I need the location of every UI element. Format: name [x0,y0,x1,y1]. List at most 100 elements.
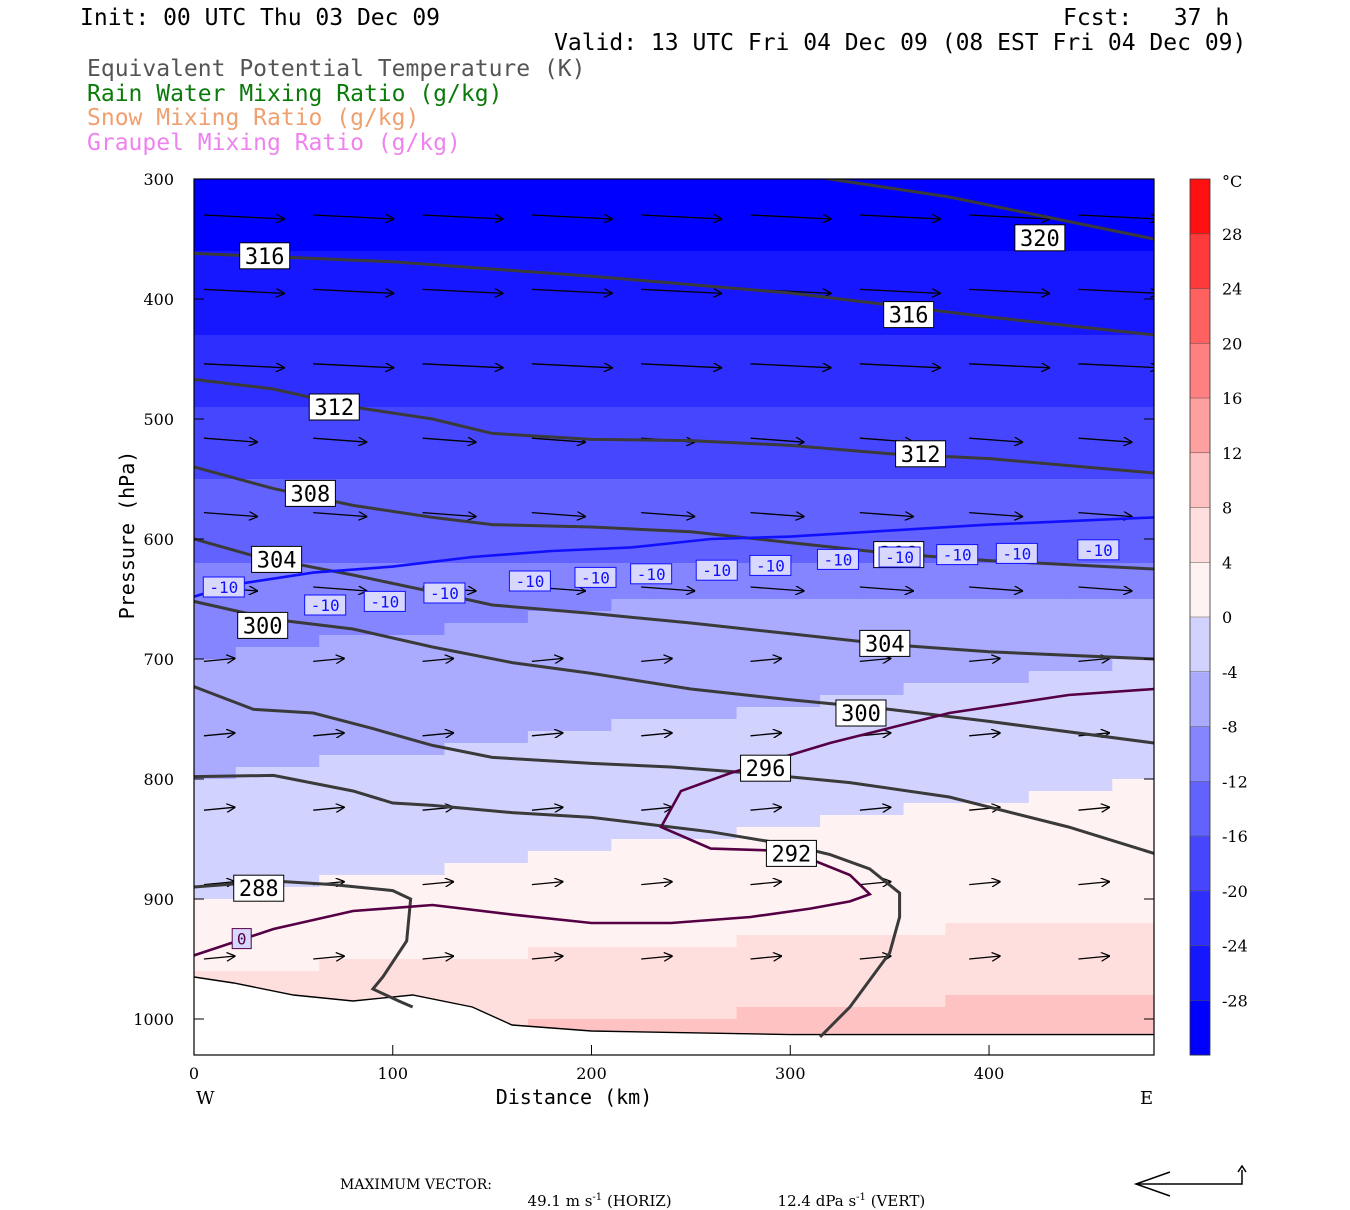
temperature-cell [569,179,612,192]
temperature-cell [277,287,320,300]
temperature-cell [653,239,696,252]
isotherm-label-text: -10 [370,592,399,611]
temperature-cell [694,1007,738,1020]
terrain-mask [194,977,1154,1055]
temperature-cell [360,647,404,660]
temperature-cell [778,947,821,960]
temperature-cell [778,467,821,480]
y-tick-label: 700 [143,650,174,669]
temperature-cell [736,995,779,1008]
temperature-cell [736,467,779,480]
temperature-cell [987,707,1030,720]
temperature-cell [903,491,946,504]
temperature-cell [486,635,529,648]
temperature-cell [778,587,821,600]
temperature-cell [319,383,362,396]
theta-e-label-text: 300 [841,702,881,727]
temperature-cell [527,959,571,972]
temperature-cell [1070,659,1113,672]
colorbar-band [1190,781,1210,837]
temperature-cell [194,263,237,276]
temperature-cell [1070,791,1113,804]
temperature-cell [486,815,529,828]
temperature-cell [653,959,696,972]
wind-vector [969,513,1023,517]
temperature-cell [235,227,278,240]
temperature-cell [653,863,696,876]
init-time: Init: 00 UTC Thu 03 Dec 09 [80,5,441,31]
temperature-cell [1112,299,1154,312]
temperature-cell [444,335,487,348]
temperature-cell [569,1007,612,1020]
temperature-cell [319,347,362,360]
temperature-cell [611,635,654,648]
wind-vector [641,364,722,368]
temperature-cell [1028,311,1072,324]
temperature-cell [486,647,529,660]
temperature-cell [1028,347,1072,360]
temperature-cell [653,215,696,228]
temperature-cell [694,719,738,732]
temperature-cell [903,203,946,216]
temperature-cell [1028,779,1072,792]
temperature-cell [903,407,946,420]
temperature-cell [1028,707,1072,720]
temperature-cell [945,983,988,996]
temperature-cell [736,815,779,828]
temperature-cell [402,827,445,840]
temperature-cell [694,995,738,1008]
temperature-cell [736,359,779,372]
temperature-cell [694,455,738,468]
temperature-cell [903,899,946,912]
temperature-cell [945,527,988,540]
temperature-cell [653,455,696,468]
temperature-cell [277,959,320,972]
temperature-cell [402,767,445,780]
temperature-cell [987,527,1030,540]
temperature-cell [194,683,237,696]
y-tick-label: 1000 [133,1010,174,1029]
temperature-cell [653,875,696,888]
temperature-cell [778,887,821,900]
temperature-cell [194,563,237,576]
temperature-cell [694,359,738,372]
isotherm-label-text: -10 [311,596,340,615]
temperature-cell [277,767,320,780]
temperature-cell [319,191,362,204]
temperature-cell [277,647,320,660]
temperature-cell [903,347,946,360]
temperature-cell [694,755,738,768]
temperature-cell [444,287,487,300]
theta-e-line-296 [194,685,1154,855]
temperature-cell [1112,791,1154,804]
wind-vector [859,658,892,661]
temperature-cell [611,887,654,900]
temperature-cell [444,179,487,192]
wind-vector [313,587,367,591]
temperature-cell [778,875,821,888]
temperature-cell [1112,371,1154,384]
temperature-cell [903,935,946,948]
wind-vector [203,956,236,959]
temperature-cell [444,299,487,312]
temperature-cell [861,995,905,1008]
theta-e-label-312: 312 [895,440,947,468]
temperature-cell [1070,779,1113,792]
temperature-cell [861,611,905,624]
temperature-cell [277,839,320,852]
temperature-cell [1028,923,1072,936]
temperature-cell [569,419,612,432]
theta-e-label-316: 316 [883,301,935,329]
temperature-cell [1028,263,1072,276]
temperature-cell [1028,899,1072,912]
temperature-cell [360,359,404,372]
temperature-cell [611,383,654,396]
temperature-cell [194,923,237,936]
colorbar-band [1190,179,1210,235]
temperature-cell [987,263,1030,276]
temperature-cell [360,239,404,252]
wind-vector [203,289,285,293]
temperature-cell [611,899,654,912]
temperature-cell [778,911,821,924]
y-tick-label: 800 [143,770,174,789]
